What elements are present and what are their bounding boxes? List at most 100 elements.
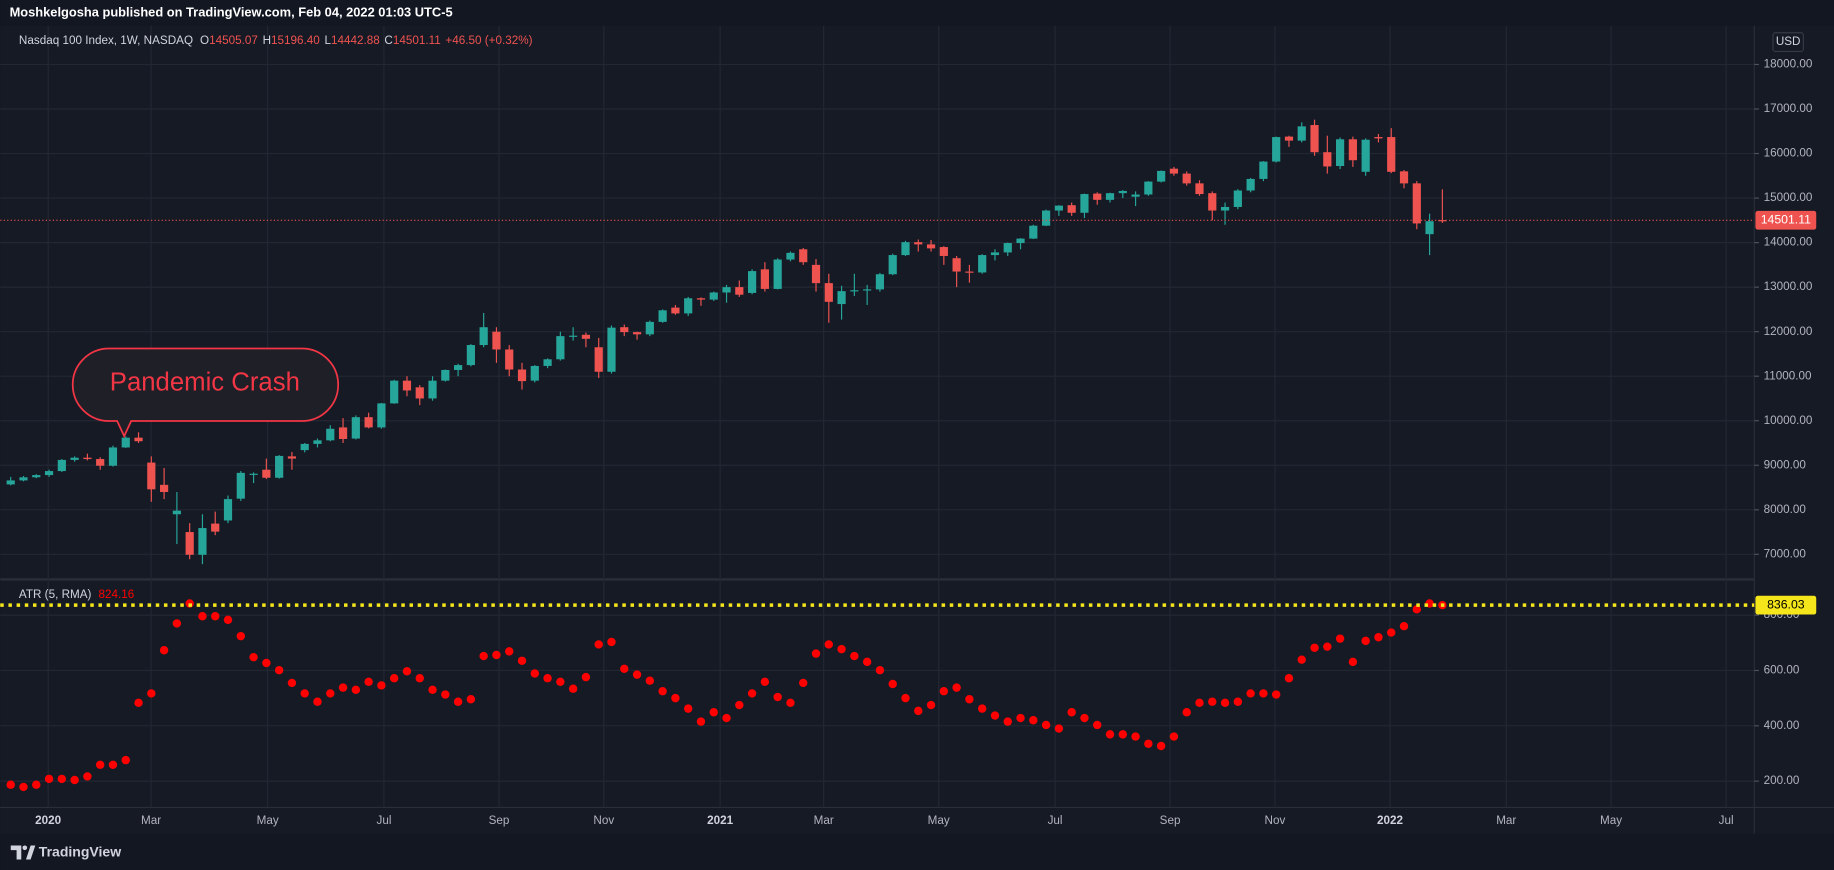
logo-slash — [25, 845, 36, 860]
atr-dot — [1105, 730, 1115, 739]
atr-dot — [607, 637, 616, 647]
candle-body — [773, 259, 782, 289]
candle-body — [1105, 193, 1115, 200]
candle-body — [313, 440, 322, 444]
atr-dot — [1156, 741, 1166, 751]
legend-value: 15196.40 — [271, 34, 320, 47]
candle-body — [1272, 137, 1281, 162]
candle-body — [594, 347, 603, 372]
candle-body — [722, 287, 731, 293]
atr-dot — [1233, 697, 1243, 706]
x-tick-label: Sep — [1160, 814, 1181, 827]
x-tick-label: Jul — [376, 814, 391, 827]
candle-body — [786, 252, 795, 260]
candle-body — [1284, 136, 1294, 141]
candle-body — [658, 310, 667, 322]
candle-body — [505, 349, 514, 370]
candle-body — [811, 264, 821, 284]
candle-body — [1233, 190, 1242, 207]
candle-body — [1425, 221, 1434, 235]
atr-dot — [6, 780, 15, 789]
atr-dot — [709, 708, 718, 717]
atr-dot — [313, 697, 322, 706]
candle-body — [952, 258, 961, 272]
candle-body — [620, 327, 629, 333]
y-tick-label: 200.00 — [1764, 774, 1800, 787]
candle-body — [978, 255, 987, 273]
atr-dot — [581, 672, 591, 682]
x-tick-label: 2022 — [1377, 814, 1404, 827]
legend-key: O — [200, 34, 209, 47]
atr-dot — [556, 677, 565, 687]
candle-body — [696, 298, 706, 300]
legend-value: 14505.07 — [209, 34, 258, 47]
atr-dot — [1335, 634, 1345, 643]
y-tick-label: 14000.00 — [1764, 236, 1813, 249]
atr-dot — [1118, 730, 1128, 739]
candle-body — [1054, 205, 1063, 211]
candle-body — [364, 417, 373, 428]
y-tick-label: 9000.00 — [1764, 458, 1807, 471]
atr-dot — [223, 615, 233, 625]
candle-body — [121, 437, 130, 448]
indicator-legend: ATR (5, RMA) 824.16 — [19, 588, 134, 601]
x-tick-label: Mar — [814, 814, 834, 827]
candle-body — [863, 289, 872, 291]
annotation: Pandemic Crash — [71, 347, 339, 439]
candle-body — [454, 365, 463, 370]
atr-dot — [747, 689, 757, 698]
atr-dot — [735, 700, 744, 710]
atr-dot — [453, 697, 463, 706]
candle-body — [965, 271, 974, 273]
atr-dot — [44, 774, 54, 784]
candle-body — [249, 473, 258, 475]
atr-dot — [1029, 716, 1038, 725]
candle-body — [441, 369, 450, 381]
legend: Nasdaq 100 Index, 1W, NASDAQ O14505.07 H15… — [19, 34, 533, 47]
candle-body — [1259, 161, 1268, 179]
candle-body — [96, 459, 105, 466]
indicator-title: ATR (5, RMA) — [19, 588, 92, 601]
atr-dot — [850, 651, 859, 661]
candle-body — [850, 290, 859, 292]
y-tick-label: 7000.00 — [1764, 547, 1807, 560]
atr-dot — [479, 651, 488, 661]
logo-dot — [22, 845, 28, 851]
logo-mark — [10, 845, 22, 860]
legend-key: C — [384, 34, 392, 47]
legend-change: +46.50 (+0.32%) — [445, 34, 532, 47]
atr-dot — [837, 644, 846, 654]
price-label: 836.03 — [1767, 597, 1805, 611]
atr-dot — [760, 677, 770, 687]
candle-body — [326, 428, 335, 441]
candle-body — [1195, 183, 1204, 195]
atr-dot — [134, 698, 143, 708]
atr-dot — [351, 685, 361, 695]
candle-body — [799, 249, 808, 263]
candle-body — [1412, 183, 1421, 224]
y-tick-label: 15000.00 — [1764, 191, 1813, 204]
callout-bubble — [71, 347, 339, 439]
candle-body — [1310, 125, 1319, 153]
currency-box — [1772, 32, 1804, 53]
atr-dot — [862, 657, 872, 667]
y-tick-label: 18000.00 — [1764, 58, 1813, 71]
candle-body — [530, 365, 539, 381]
atr-dot — [786, 698, 795, 708]
atr-dot — [57, 774, 67, 784]
atr-dot — [1399, 621, 1409, 631]
atr-dot — [1080, 713, 1089, 723]
candle-body — [1131, 194, 1140, 197]
candle-body — [901, 242, 910, 256]
candle-body — [1169, 168, 1179, 174]
candle-body — [402, 380, 412, 391]
atr-dot — [1297, 655, 1306, 664]
candle-body — [185, 532, 194, 555]
atr-dot — [389, 674, 399, 683]
atr-dot — [262, 658, 271, 668]
atr-dot — [1412, 605, 1422, 614]
atr-dot — [811, 649, 821, 658]
candle-body — [223, 499, 233, 521]
legend-key: L — [324, 34, 331, 47]
atr-dot — [1374, 633, 1383, 642]
